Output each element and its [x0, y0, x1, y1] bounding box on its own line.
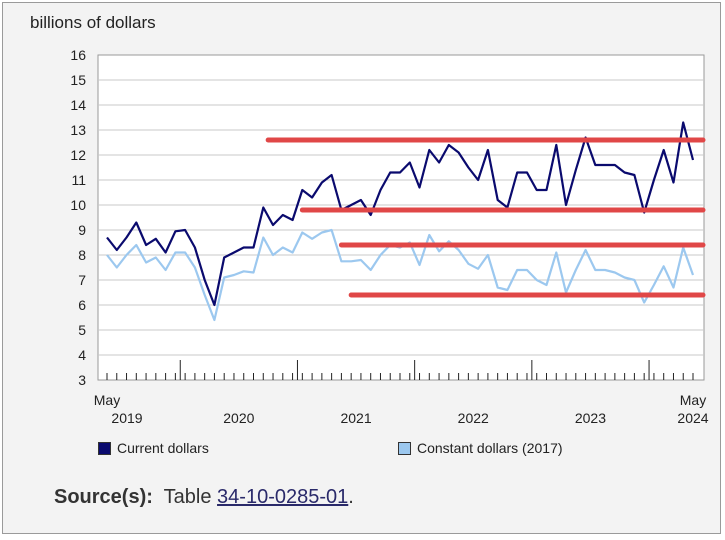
- x-tick-labels: May 2019 2020 2021 2022 2023 May 2024: [94, 392, 709, 426]
- y-tick-label: 14: [70, 97, 86, 113]
- y-tick-label: 6: [78, 297, 86, 313]
- y-tick-label: 12: [70, 147, 86, 163]
- source-label: Source(s):: [54, 486, 153, 508]
- y-tick-label: 3: [78, 372, 86, 388]
- source-prefix: Table: [163, 486, 218, 508]
- y-tick-label: 15: [70, 72, 86, 88]
- y-tick-label: 10: [70, 197, 86, 213]
- x-tick-label-year: 2023: [575, 410, 606, 426]
- y-axis-label: billions of dollars: [30, 13, 156, 32]
- source-note: Source(s): Table 34-10-0285-01.: [54, 486, 354, 509]
- legend-label-current: Current dollars: [117, 440, 209, 456]
- x-tick-label-year: 2019: [111, 410, 142, 426]
- plot-area: [97, 54, 705, 381]
- y-tick-label: 7: [78, 272, 86, 288]
- y-tick-label: 4: [78, 347, 86, 363]
- grid-layer: [98, 79, 704, 356]
- y-tick-label: 9: [78, 222, 86, 238]
- legend-swatch-constant: [398, 441, 411, 455]
- source-suffix: .: [348, 486, 354, 508]
- y-tick-label: 8: [78, 247, 86, 263]
- legend-swatch-current: [98, 441, 111, 455]
- y-tick-label: 11: [71, 172, 86, 188]
- x-tick-label-year: 2020: [223, 410, 254, 426]
- y-tick-labels: 3 4 5 6 7 8 9 10 11 12 13 14 15 16: [70, 47, 86, 388]
- legend-current: Current dollars: [98, 440, 209, 456]
- x-tick-label-year: 2021: [340, 410, 371, 426]
- x-tick-label-year: 2022: [458, 410, 489, 426]
- x-tick-marks: [106, 360, 694, 380]
- x-tick-label-month: May: [94, 392, 120, 408]
- source-table-link[interactable]: 34-10-0285-01: [217, 486, 349, 508]
- legend-label-constant: Constant dollars (2017): [417, 440, 563, 456]
- series-line-current: [106, 121, 695, 307]
- y-tick-label: 13: [70, 122, 86, 138]
- x-tick-label-month: May: [680, 392, 706, 408]
- y-tick-label: 16: [70, 47, 86, 63]
- x-tick-label-year: 2024: [677, 410, 708, 426]
- annotation-layer: [265, 137, 706, 298]
- legend-constant: Constant dollars (2017): [398, 440, 563, 456]
- y-tick-label: 5: [78, 322, 86, 338]
